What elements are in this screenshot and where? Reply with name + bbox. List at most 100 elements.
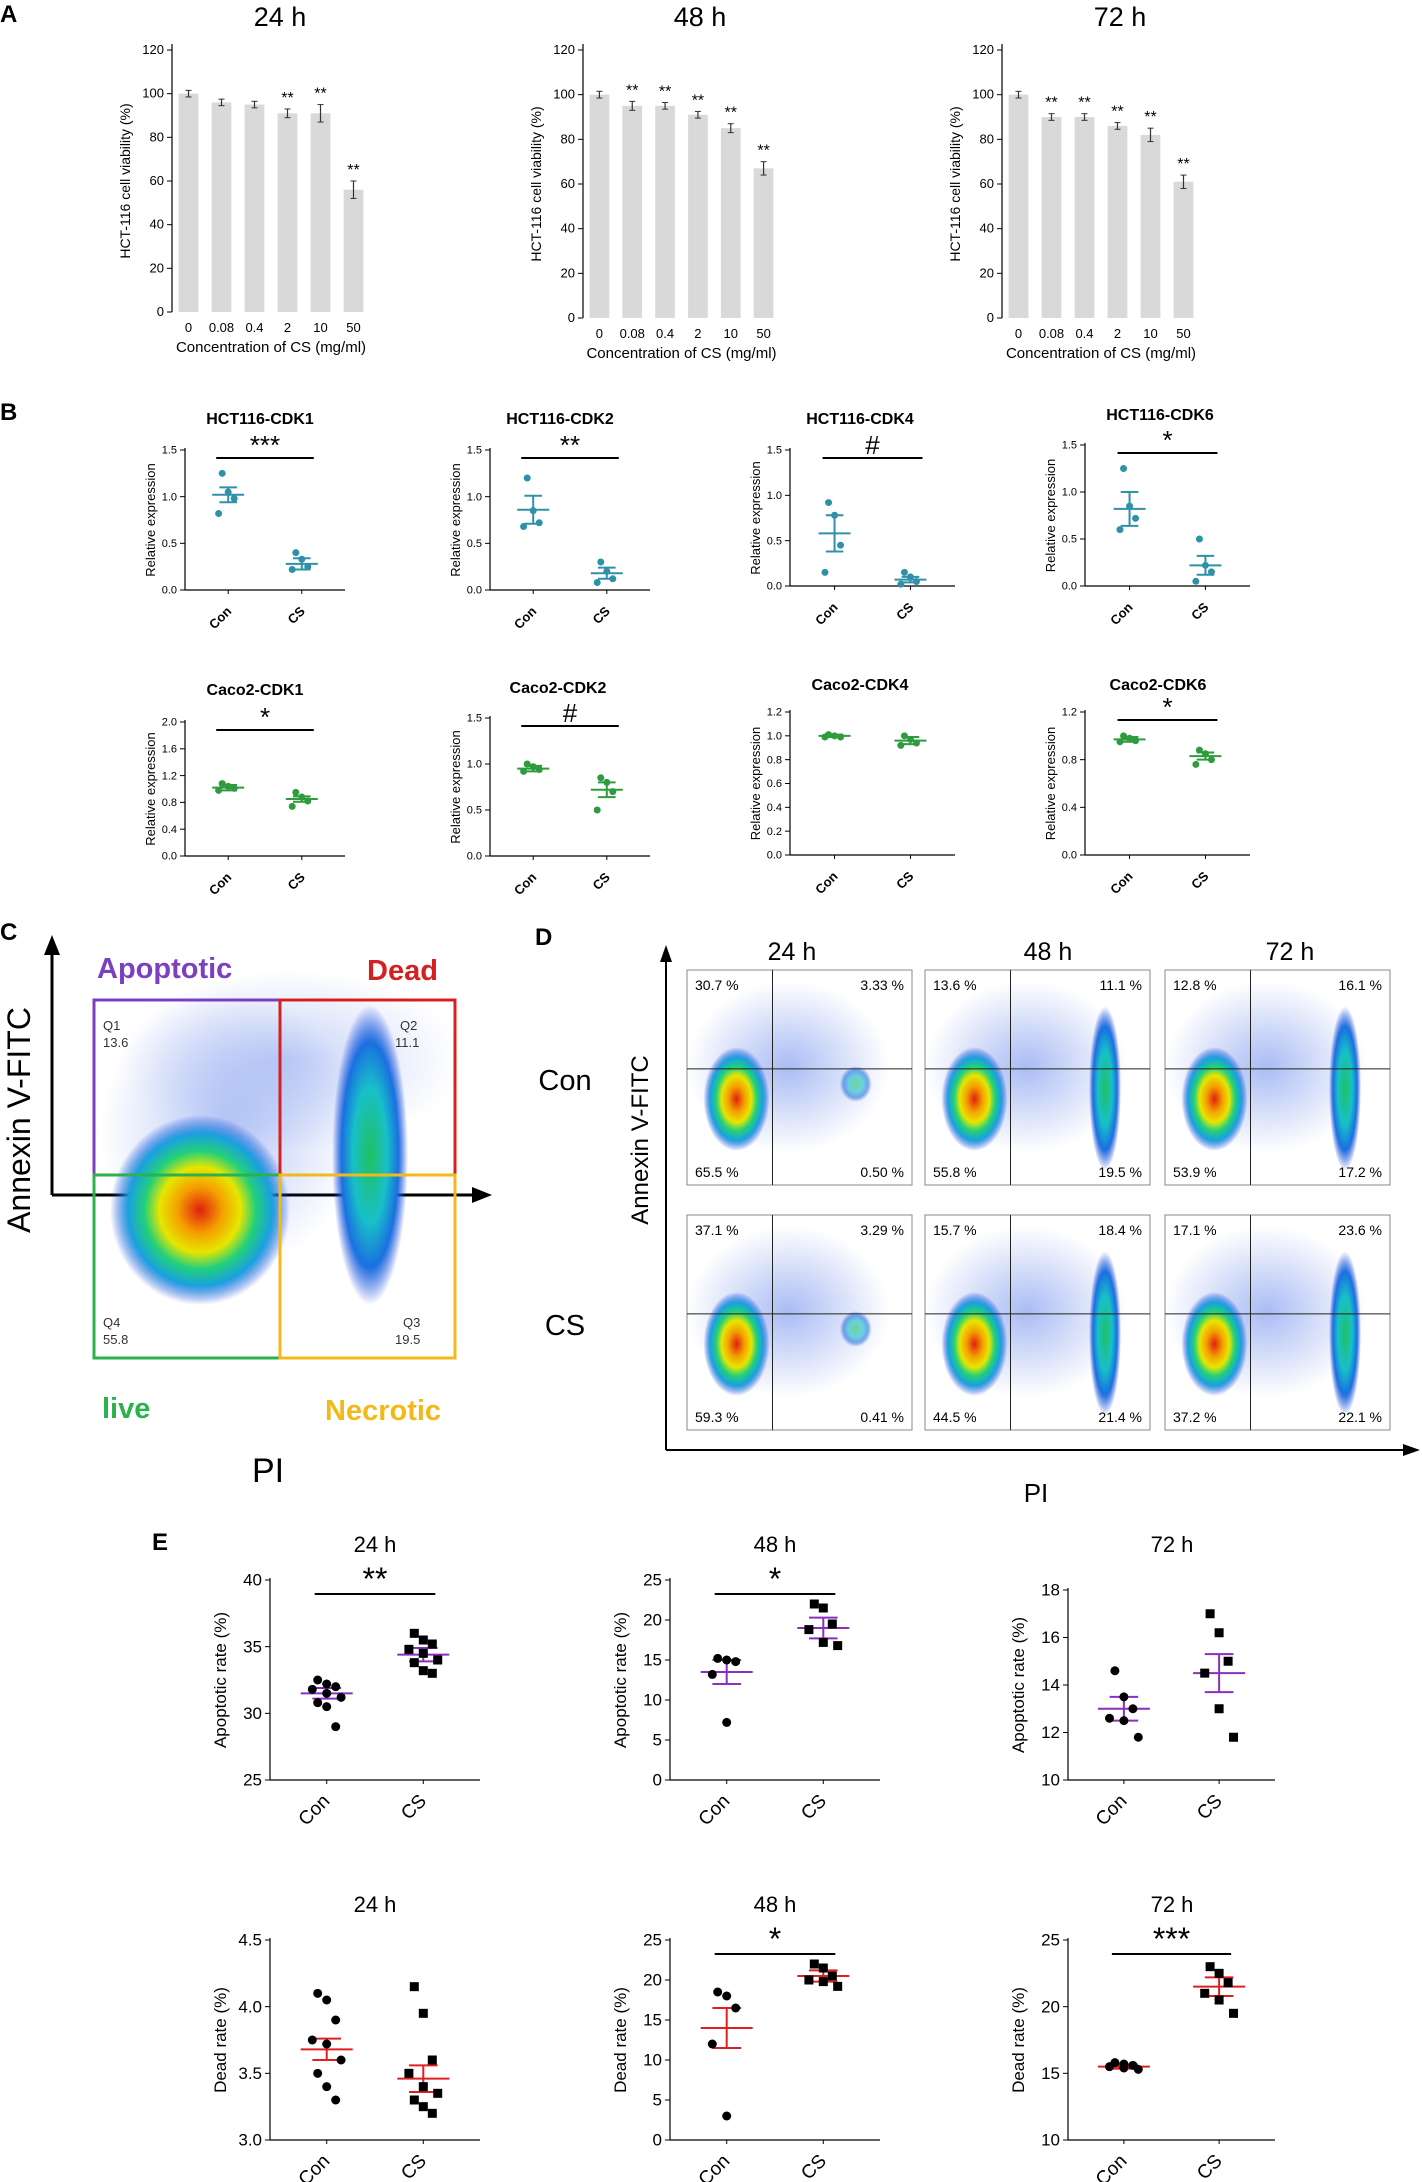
y-tick-label: 1.5 bbox=[162, 445, 177, 457]
data-point bbox=[1200, 1668, 1210, 1678]
data-point bbox=[307, 2035, 317, 2045]
chart-title: 72 h bbox=[1094, 2, 1147, 32]
data-point bbox=[304, 797, 312, 805]
data-point bbox=[1132, 737, 1140, 745]
data-point bbox=[731, 2003, 741, 2013]
data-point bbox=[833, 1981, 843, 1991]
data-point bbox=[713, 1653, 723, 1663]
data-point bbox=[331, 1722, 341, 1732]
quadrant-bl: 37.2 % bbox=[1173, 1409, 1217, 1425]
y-tick-label: 5 bbox=[653, 1731, 662, 1750]
data-point bbox=[804, 1975, 814, 1985]
c-label-necrotic: Necrotic bbox=[325, 1395, 441, 1427]
x-tick-label: 50 bbox=[346, 320, 360, 335]
data-point bbox=[707, 1669, 717, 1679]
y-tick-label: 0.0 bbox=[467, 851, 482, 863]
y-axis-label: Relative expression bbox=[143, 463, 158, 576]
x-tick-label: 50 bbox=[756, 326, 770, 341]
x-tick-label: 0.4 bbox=[245, 320, 263, 335]
data-point bbox=[520, 767, 528, 775]
y-tick-label: 35 bbox=[243, 1637, 262, 1656]
y-tick-label: 80 bbox=[150, 129, 164, 144]
x-tick-label: 2 bbox=[284, 320, 291, 335]
x-tick-label: Con bbox=[511, 869, 540, 898]
y-tick-label: 0.5 bbox=[162, 538, 177, 550]
x-tick-label: CS bbox=[397, 2151, 431, 2182]
panel-letter-e: E bbox=[152, 1529, 168, 1556]
data-point bbox=[825, 499, 833, 507]
y-tick-label: 1.6 bbox=[162, 743, 177, 755]
d-col-72h: 72 h bbox=[1266, 938, 1315, 966]
y-tick-label: 80 bbox=[980, 131, 994, 146]
data-point bbox=[713, 1987, 723, 1997]
y-tick-label: 0 bbox=[653, 1771, 662, 1790]
chart-title: 48 h bbox=[754, 1532, 797, 1557]
d-col-24h: 24 h bbox=[768, 938, 817, 966]
data-point bbox=[603, 778, 611, 786]
data-point bbox=[292, 788, 300, 796]
data-point bbox=[1214, 1704, 1224, 1714]
bar bbox=[753, 168, 774, 318]
quadrant-br: 22.1 % bbox=[1338, 1409, 1382, 1425]
y-tick-label: 10 bbox=[643, 2051, 662, 2070]
chart-title: HCT116-CDK2 bbox=[506, 411, 614, 428]
data-point bbox=[224, 782, 232, 790]
data-point bbox=[298, 555, 306, 563]
y-axis-label: Relative expression bbox=[1043, 459, 1058, 572]
significance-label: ** bbox=[1177, 156, 1189, 173]
data-point bbox=[218, 469, 226, 477]
x-axis-label: Concentration of CS (mg/ml) bbox=[176, 339, 366, 356]
flow-plot: 37.1 % 3.29 % 59.3 % 0.41 % bbox=[686, 1214, 913, 1431]
y-tick-label: 20 bbox=[561, 265, 575, 280]
x-tick-label: 50 bbox=[1176, 326, 1190, 341]
data-point bbox=[827, 1619, 837, 1629]
significance-label: ** bbox=[363, 1561, 388, 1597]
d-y-label: Annexin V-FITC bbox=[627, 1055, 654, 1224]
data-point bbox=[1133, 1732, 1143, 1742]
live-cluster bbox=[1181, 1292, 1248, 1396]
necrotic-cluster bbox=[839, 1310, 872, 1347]
y-tick-label: 16 bbox=[1041, 1628, 1060, 1647]
c-q3: Q3 bbox=[403, 1315, 420, 1330]
y-tick-label: 0.0 bbox=[467, 585, 482, 597]
significance-label: ** bbox=[626, 82, 638, 99]
y-tick-label: 100 bbox=[553, 87, 575, 102]
necrotic-cluster bbox=[839, 1065, 872, 1102]
bar bbox=[655, 105, 675, 318]
significance-label: * bbox=[769, 1561, 781, 1597]
quadrant-tl: 17.1 % bbox=[1173, 1222, 1217, 1238]
x-tick-label: 10 bbox=[724, 326, 738, 341]
quadrant-tl: 37.1 % bbox=[695, 1222, 739, 1238]
data-point bbox=[215, 509, 223, 517]
data-point bbox=[722, 1991, 732, 2001]
y-tick-label: 3.0 bbox=[238, 2131, 262, 2150]
data-point bbox=[1133, 2064, 1143, 2074]
data-point bbox=[427, 2055, 437, 2065]
y-tick-label: 0.0 bbox=[1062, 581, 1077, 593]
flow-plot: 13.6 % 11.1 % 55.8 % 19.5 % bbox=[924, 969, 1151, 1186]
chart-title: HCT116-CDK6 bbox=[1106, 407, 1214, 424]
live-cluster bbox=[941, 1292, 1008, 1396]
bar bbox=[310, 113, 331, 312]
y-tick-label: 12 bbox=[1041, 1723, 1060, 1742]
y-tick-label: 2.0 bbox=[162, 717, 177, 729]
y-axis-label: Dead rate (%) bbox=[1009, 1987, 1028, 2093]
y-tick-label: 1.5 bbox=[467, 445, 482, 457]
data-point bbox=[900, 568, 908, 576]
data-point bbox=[1214, 1968, 1224, 1978]
x-tick-label: 0 bbox=[596, 326, 603, 341]
data-point bbox=[523, 760, 531, 768]
x-tick-label: CS bbox=[285, 603, 309, 627]
data-point bbox=[535, 766, 543, 774]
c-q1: Q1 bbox=[103, 1018, 120, 1033]
chart-title: HCT116-CDK4 bbox=[806, 411, 914, 428]
data-point bbox=[230, 784, 238, 792]
flow-plot: 15.7 % 18.4 % 44.5 % 21.4 % bbox=[924, 1214, 1151, 1431]
y-tick-label: 4.0 bbox=[238, 1997, 262, 2016]
live-cluster bbox=[703, 1047, 770, 1151]
data-point bbox=[433, 2088, 443, 2098]
y-tick-label: 20 bbox=[1041, 1997, 1060, 2016]
y-tick-label: 120 bbox=[553, 42, 575, 57]
y-tick-label: 0.6 bbox=[767, 778, 782, 790]
y-tick-label: 0.4 bbox=[1062, 802, 1077, 814]
